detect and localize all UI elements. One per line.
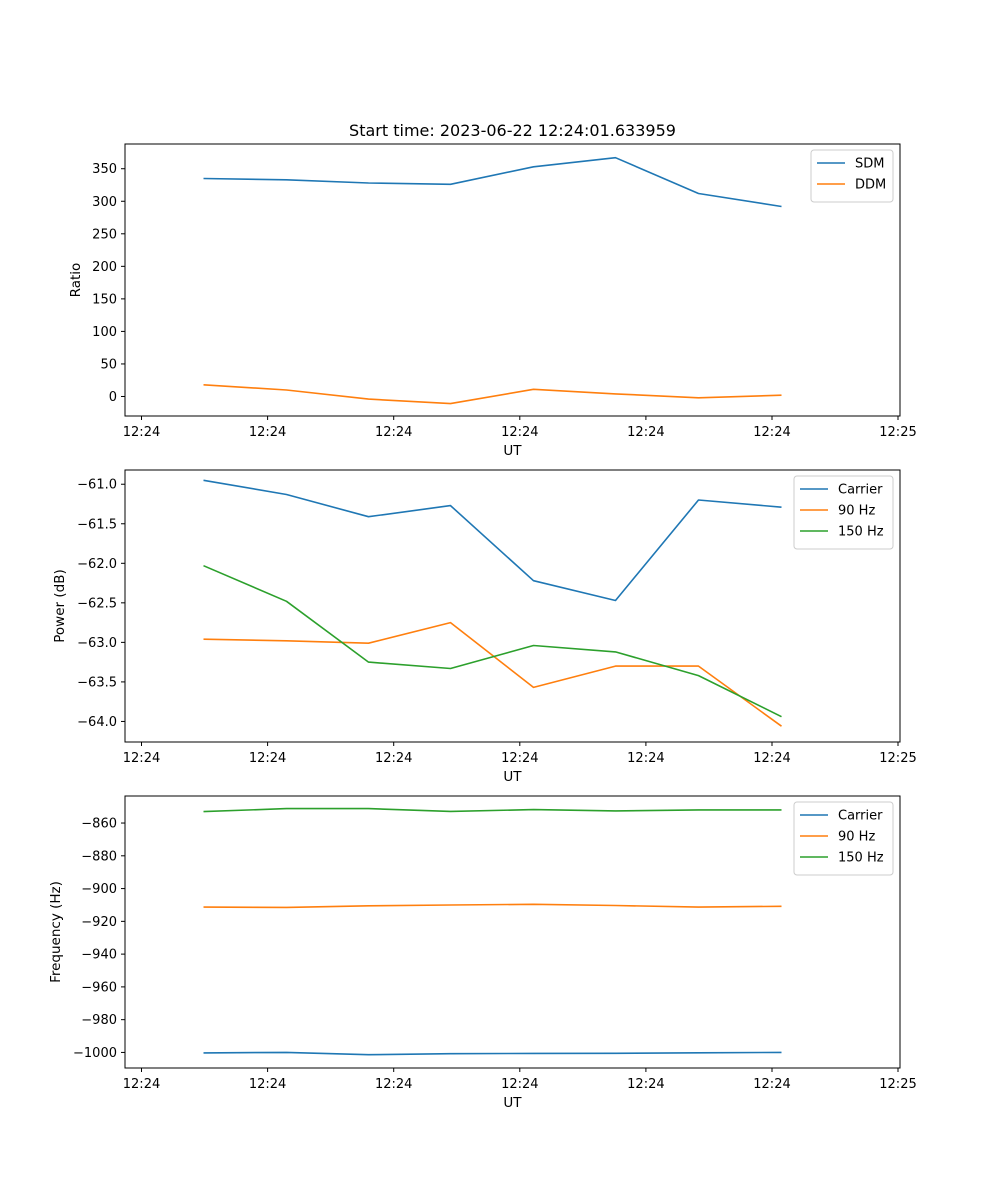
x-tick-label-end: 12:25 bbox=[879, 425, 916, 440]
y-tick-label: −960 bbox=[81, 980, 117, 995]
y-tick-label: −61.5 bbox=[77, 517, 117, 532]
series-line-carrier bbox=[203, 479, 782, 602]
y-tick-label: 100 bbox=[92, 325, 117, 340]
y-axis-label: Ratio bbox=[68, 263, 84, 298]
series-line-150-hz bbox=[203, 807, 782, 813]
x-tick-label: 12:24 bbox=[249, 1077, 286, 1092]
x-tick-label: 12:24 bbox=[627, 751, 664, 766]
series-line-carrier bbox=[203, 1051, 782, 1056]
x-tick-label: 12:24 bbox=[627, 425, 664, 440]
y-tick-label: 250 bbox=[92, 227, 117, 242]
y-tick-label: −62.0 bbox=[77, 557, 117, 572]
series-line-ddm bbox=[203, 384, 782, 405]
x-axis-label: UT bbox=[503, 769, 522, 785]
x-tick-label: 12:24 bbox=[249, 751, 286, 766]
x-tick-label: 12:24 bbox=[249, 425, 286, 440]
y-tick-label: −63.5 bbox=[77, 675, 117, 690]
legend-label: Carrier bbox=[838, 809, 883, 824]
chart-title: Start time: 2023-06-22 12:24:01.633959 bbox=[349, 121, 676, 140]
y-tick-label: 200 bbox=[92, 260, 117, 275]
series-line-90-hz bbox=[203, 621, 782, 727]
y-tick-label: −880 bbox=[81, 849, 117, 864]
legend-label: SDM bbox=[855, 157, 884, 172]
x-tick-label-end: 12:25 bbox=[879, 751, 916, 766]
y-tick-label: −900 bbox=[81, 882, 117, 897]
y-tick-label: −62.5 bbox=[77, 596, 117, 611]
y-tick-label: −61.0 bbox=[77, 478, 117, 493]
x-tick-label: 12:24 bbox=[375, 751, 412, 766]
x-tick-label-end: 12:25 bbox=[879, 1077, 916, 1092]
legend-label: DDM bbox=[855, 178, 886, 193]
frequency-panel: −1000 −980 −960 −940 −920 −900 −880 −860 12:24 12… bbox=[48, 795, 917, 1111]
series-line-90-hz bbox=[203, 903, 782, 909]
legend-label: 150 Hz bbox=[838, 851, 884, 866]
x-tick-label: 12:24 bbox=[123, 425, 160, 440]
y-tick-label: −980 bbox=[81, 1013, 117, 1028]
axes-frame bbox=[124, 143, 901, 417]
y-tick-label: −1000 bbox=[73, 1046, 117, 1061]
y-tick-label: 300 bbox=[92, 195, 117, 210]
y-tick-label: −64.0 bbox=[77, 715, 117, 730]
axes-frame bbox=[124, 469, 901, 743]
y-tick-label: 150 bbox=[92, 292, 117, 307]
x-tick-label: 12:24 bbox=[753, 425, 790, 440]
x-tick-label: 12:24 bbox=[501, 1077, 538, 1092]
y-axis-label: Power (dB) bbox=[52, 569, 68, 642]
x-axis-label: UT bbox=[503, 443, 522, 459]
power-panel: −64.0 −63.5 −63.0 −62.5 −62.0 −61.5 −61.0 12:24… bbox=[52, 469, 917, 785]
x-tick-label: 12:24 bbox=[375, 425, 412, 440]
y-tick-label: 50 bbox=[100, 357, 117, 372]
x-tick-label: 12:24 bbox=[501, 425, 538, 440]
x-tick-label: 12:24 bbox=[627, 1077, 664, 1092]
y-tick-label: −860 bbox=[81, 817, 117, 832]
legend-label: 150 Hz bbox=[838, 525, 884, 540]
y-tick-label: −940 bbox=[81, 948, 117, 963]
x-tick-label: 12:24 bbox=[753, 751, 790, 766]
y-tick-label: −63.0 bbox=[77, 636, 117, 651]
y-tick-label: −920 bbox=[81, 915, 117, 930]
series-line-sdm bbox=[203, 156, 782, 208]
x-tick-label: 12:24 bbox=[123, 751, 160, 766]
x-tick-label: 12:24 bbox=[375, 1077, 412, 1092]
y-tick-label: 0 bbox=[109, 390, 117, 405]
legend-label: 90 Hz bbox=[838, 830, 875, 845]
y-axis-label: Frequency (Hz) bbox=[48, 881, 64, 983]
y-tick-label: 350 bbox=[92, 162, 117, 177]
x-tick-label: 12:24 bbox=[753, 1077, 790, 1092]
series-line-150-hz bbox=[203, 564, 782, 718]
legend-label: Carrier bbox=[838, 483, 883, 498]
x-axis-label: UT bbox=[503, 1095, 522, 1111]
legend-label: 90 Hz bbox=[838, 504, 875, 519]
ratio-panel: 0 50 100 150 200 250 300 350 12:24 12:24 12:24 12:2… bbox=[68, 143, 917, 459]
x-tick-label: 12:24 bbox=[501, 751, 538, 766]
axes-frame bbox=[124, 795, 901, 1069]
x-tick-label: 12:24 bbox=[123, 1077, 160, 1092]
